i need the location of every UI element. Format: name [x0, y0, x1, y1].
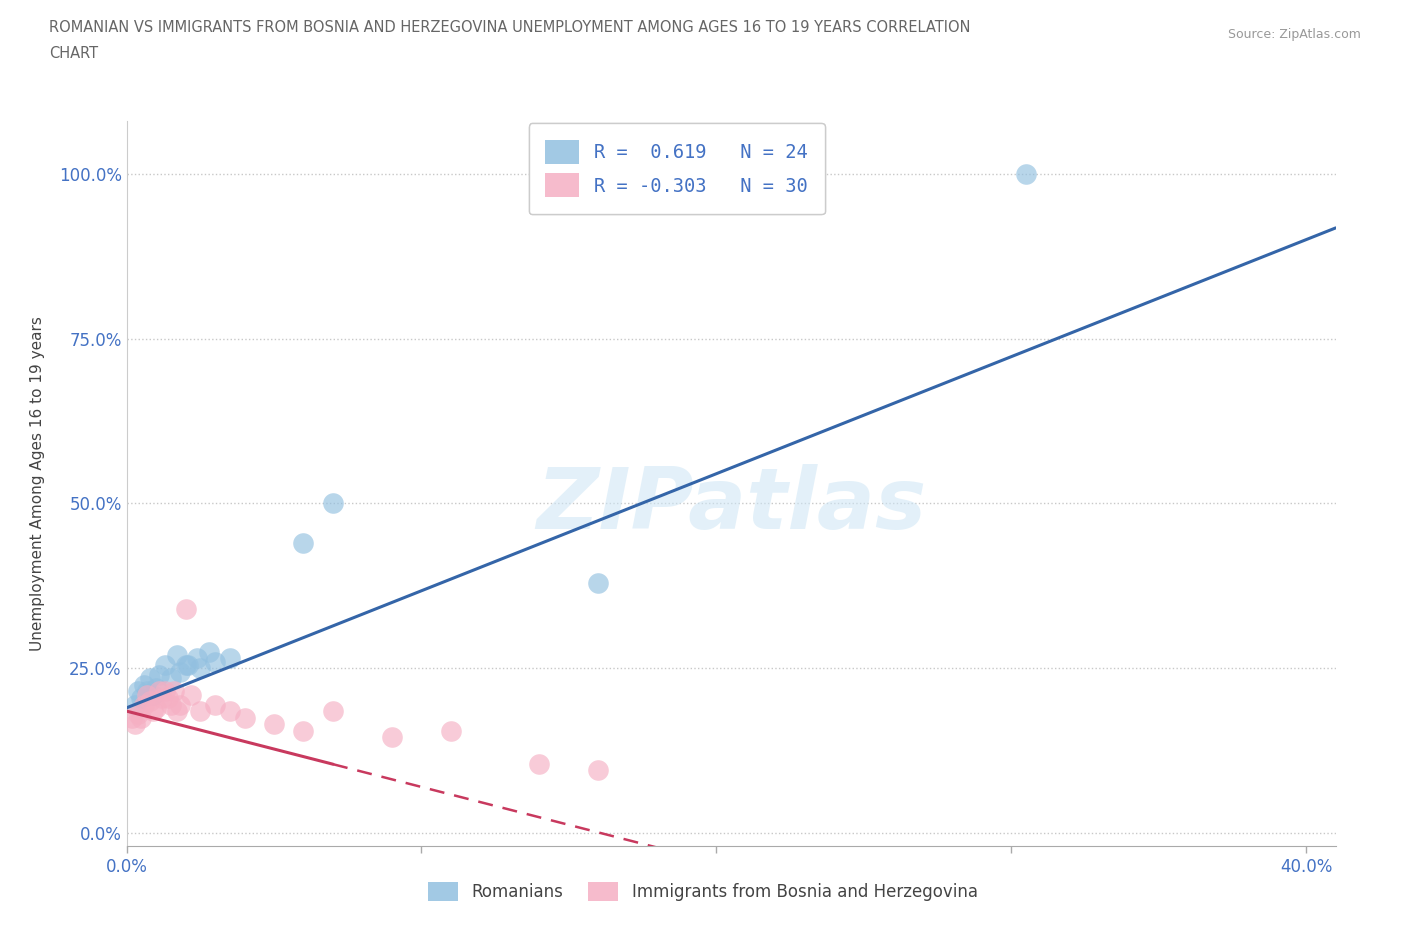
Point — [121, 711, 143, 725]
Point — [166, 704, 188, 719]
Point — [588, 763, 610, 777]
Point — [159, 698, 181, 712]
Point — [134, 698, 156, 712]
Point — [150, 690, 173, 705]
Point — [188, 661, 211, 676]
Point — [124, 717, 146, 732]
Legend: Romanians, Immigrants from Bosnia and Herzegovina: Romanians, Immigrants from Bosnia and He… — [422, 876, 984, 908]
Point — [322, 704, 344, 719]
Point — [136, 687, 159, 702]
Point — [588, 575, 610, 590]
Text: ZIPatlas: ZIPatlas — [536, 464, 927, 547]
Point — [156, 690, 179, 705]
Point — [145, 681, 167, 696]
Point — [124, 698, 146, 712]
Point — [148, 668, 170, 683]
Point — [198, 644, 221, 659]
Legend: R =  0.619   N = 24, R = -0.303   N = 30: R = 0.619 N = 24, R = -0.303 N = 30 — [529, 123, 825, 214]
Point — [142, 704, 165, 719]
Point — [292, 724, 315, 738]
Point — [177, 658, 200, 672]
Point — [139, 694, 162, 709]
Point — [204, 698, 226, 712]
Point — [129, 690, 152, 705]
Point — [148, 684, 170, 698]
Point — [204, 654, 226, 669]
Y-axis label: Unemployment Among Ages 16 to 19 years: Unemployment Among Ages 16 to 19 years — [30, 316, 45, 651]
Point — [139, 671, 162, 685]
Point — [292, 536, 315, 551]
Point — [142, 687, 165, 702]
Point — [218, 651, 240, 666]
Point — [188, 704, 211, 719]
Text: ROMANIAN VS IMMIGRANTS FROM BOSNIA AND HERZEGOVINA UNEMPLOYMENT AMONG AGES 16 TO: ROMANIAN VS IMMIGRANTS FROM BOSNIA AND H… — [49, 20, 970, 35]
Point — [381, 730, 404, 745]
Point — [129, 711, 152, 725]
Point — [136, 684, 159, 698]
Point — [174, 658, 197, 672]
Point — [1015, 166, 1038, 181]
Point — [153, 684, 176, 698]
Point — [174, 602, 197, 617]
Point — [218, 704, 240, 719]
Text: Source: ZipAtlas.com: Source: ZipAtlas.com — [1227, 28, 1361, 41]
Point — [263, 717, 285, 732]
Point — [169, 664, 191, 679]
Point — [180, 687, 202, 702]
Point — [186, 651, 208, 666]
Text: CHART: CHART — [49, 46, 98, 61]
Point — [134, 677, 156, 692]
Point — [233, 711, 256, 725]
Point — [159, 671, 181, 685]
Point — [127, 684, 149, 698]
Point — [163, 684, 186, 698]
Point — [529, 756, 551, 771]
Point — [322, 496, 344, 511]
Point — [145, 700, 167, 715]
Point — [127, 707, 149, 722]
Point — [166, 647, 188, 662]
Point — [440, 724, 463, 738]
Point — [169, 698, 191, 712]
Point — [153, 658, 176, 672]
